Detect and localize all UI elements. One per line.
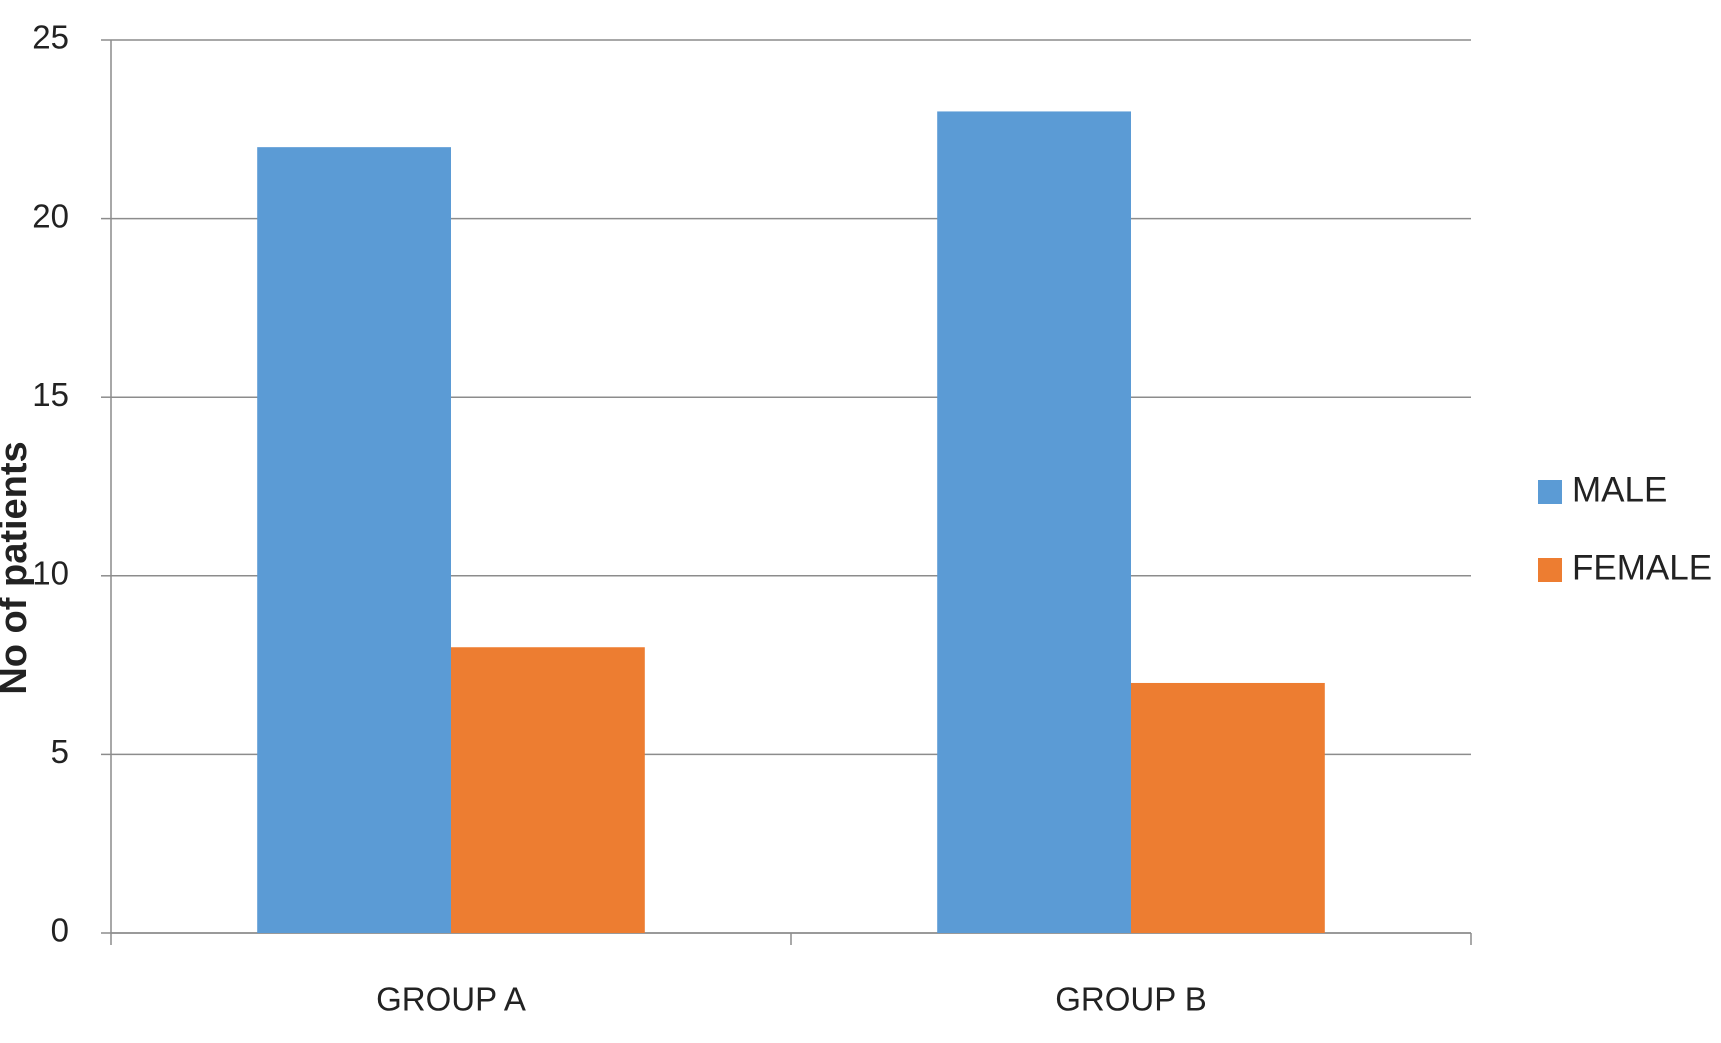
legend-swatch: [1538, 480, 1562, 504]
y-tick-label: 20: [32, 197, 69, 234]
y-tick-label: 0: [51, 912, 69, 949]
legend-label: FEMALE: [1572, 548, 1712, 587]
bar: [451, 647, 645, 933]
x-tick-label: GROUP B: [1055, 981, 1207, 1018]
x-tick-label: GROUP A: [376, 981, 526, 1018]
y-tick-label: 15: [32, 376, 69, 413]
bar: [257, 147, 451, 933]
bar: [1131, 682, 1325, 933]
y-tick-label: 5: [51, 733, 69, 770]
legend-label: MALE: [1572, 470, 1667, 509]
legend-swatch: [1538, 558, 1562, 582]
y-tick-label: 10: [32, 555, 69, 592]
y-axis-label: No of patients: [0, 441, 35, 694]
y-tick-label: 25: [32, 19, 69, 56]
bar: [937, 111, 1131, 933]
